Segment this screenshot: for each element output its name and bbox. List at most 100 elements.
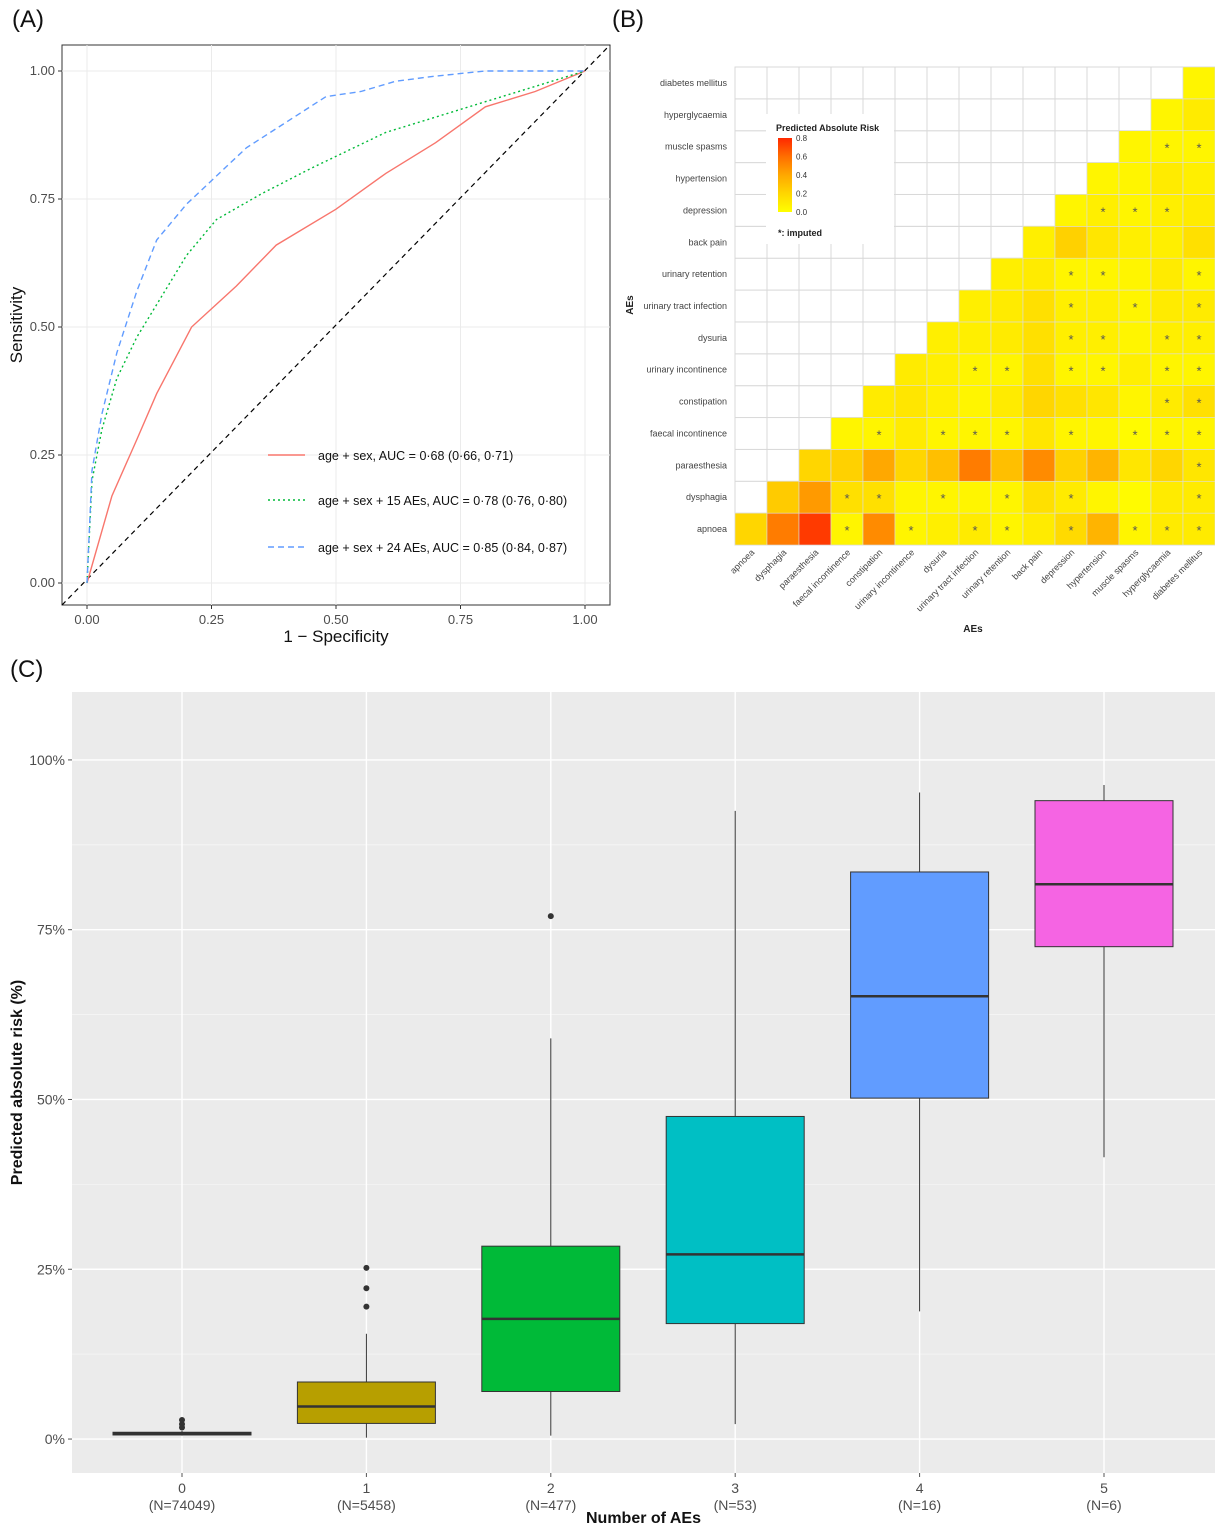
heatmap-y-label: dysuria xyxy=(698,333,727,343)
heatmap-grid-cell xyxy=(734,417,768,450)
box-y-axis-title: Predicted absolute risk (%) xyxy=(9,980,26,1185)
heatmap-cell xyxy=(1182,130,1215,163)
heatmap-legend-tick: 0.2 xyxy=(796,190,808,199)
heatmap-imputed-marker: * xyxy=(1196,459,1201,474)
heatmap-cell xyxy=(1182,98,1215,132)
heatmap-cell xyxy=(830,512,864,546)
heatmap-imputed-marker: * xyxy=(1164,141,1169,156)
box-y-tick-label: 50% xyxy=(37,1091,65,1107)
heatmap-cell xyxy=(1182,162,1215,195)
heatmap-y-label: dysphagia xyxy=(686,492,727,502)
heatmap-grid-cell xyxy=(798,66,832,100)
heatmap-imputed-marker: * xyxy=(1068,491,1073,506)
heatmap-imputed-marker: * xyxy=(844,491,849,506)
heatmap-grid-cell xyxy=(830,321,864,355)
heatmap-cell xyxy=(894,417,928,450)
heatmap-grid-cell xyxy=(734,162,768,195)
box-iqr-rect xyxy=(850,871,990,1099)
heatmap-grid-cell xyxy=(926,162,960,195)
heatmap-y-label: hyperglycaemia xyxy=(664,110,727,120)
heatmap-grid-cell xyxy=(1022,98,1056,132)
heatmap-cell xyxy=(958,321,992,355)
heatmap-y-label: apnoea xyxy=(697,524,727,534)
heatmap-cell xyxy=(1054,417,1088,450)
roc-legend-label-1: age + sex, AUC = 0·68 (0·66, 0·71) xyxy=(318,449,513,463)
heatmap-y-label: urinary tract infection xyxy=(643,301,727,311)
heatmap-grid-cell xyxy=(798,321,832,355)
heatmap-cell xyxy=(1118,162,1152,195)
heatmap-cell xyxy=(1118,512,1152,546)
roc-y-tick-label: 1.00 xyxy=(30,63,55,78)
heatmap-cell xyxy=(1086,194,1120,227)
roc-reference-diagonal xyxy=(61,44,611,606)
heatmap-grid-cell xyxy=(766,448,800,482)
panel-label-a: (A) xyxy=(12,6,44,33)
heatmap-cell xyxy=(734,512,768,546)
heatmap-grid-cell xyxy=(1150,66,1184,100)
heatmap-imputed-marker: * xyxy=(1100,332,1105,347)
box-x-count-label: (N=477) xyxy=(525,1497,576,1513)
heatmap-cell xyxy=(1150,257,1184,291)
heatmap-cell xyxy=(862,512,896,546)
heatmap-cell xyxy=(1022,385,1056,418)
box-x-tick-label: 2 xyxy=(547,1480,555,1496)
heatmap-cell xyxy=(1086,449,1120,482)
heatmap-legend-colorbar xyxy=(778,138,792,212)
heatmap-imputed-marker: * xyxy=(1132,523,1137,538)
heatmap-y-label: depression xyxy=(683,205,727,215)
heatmap-cell xyxy=(798,449,832,482)
roc-x-tick-label: 0.50 xyxy=(323,612,348,627)
heatmap-grid-cell xyxy=(958,66,992,100)
heatmap-cell xyxy=(958,289,992,323)
heatmap-imputed-marker: * xyxy=(1196,364,1201,379)
heatmap-cell xyxy=(1150,480,1184,514)
heatmap-imputed-marker: * xyxy=(1196,332,1201,347)
heatmap-imputed-marker: * xyxy=(940,491,945,506)
heatmap-imputed-marker: * xyxy=(1068,300,1073,315)
heatmap-grid-cell xyxy=(894,130,928,164)
heatmap-y-label: urinary incontinence xyxy=(646,365,727,375)
box-outlier-point xyxy=(363,1285,370,1292)
heatmap-cell xyxy=(1150,289,1184,323)
box-outlier-point xyxy=(547,913,554,920)
heatmap-imputed-marker: * xyxy=(1196,427,1201,442)
roc-y-tick-label: 0.00 xyxy=(30,575,55,590)
roc-legend-label-2: age + sex + 15 AEs, AUC = 0·78 (0·76, 0·… xyxy=(318,494,567,508)
heatmap-grid-cell xyxy=(830,66,864,100)
heatmap-grid-cell xyxy=(926,66,960,100)
heatmap-imputed-marker: * xyxy=(1068,332,1073,347)
heatmap-imputed-marker: * xyxy=(876,491,881,506)
heatmap-cell xyxy=(1182,226,1215,259)
heatmap-imputed-marker: * xyxy=(1164,364,1169,379)
heatmap-x-axis-title: AEs xyxy=(963,624,983,635)
heatmap-imputed-marker: * xyxy=(1164,332,1169,347)
box-y-tick-label: 25% xyxy=(37,1261,65,1277)
box-x-count-label: (N=74049) xyxy=(149,1497,216,1513)
heatmap-grid-cell xyxy=(734,321,768,355)
roc-curve-2 xyxy=(86,70,586,584)
heatmap-grid-cell xyxy=(766,257,800,291)
box-x-tick-label: 0 xyxy=(178,1480,186,1496)
box-x-count-label: (N=5458) xyxy=(337,1497,396,1513)
heatmap-cell xyxy=(1022,512,1056,546)
heatmap-cell xyxy=(926,385,960,418)
heatmap-imputed-marker: * xyxy=(1100,268,1105,283)
heatmap-imputed-marker: * xyxy=(1196,268,1201,283)
heatmap-imputed-marker: * xyxy=(844,523,849,538)
heatmap-grid-cell xyxy=(958,162,992,195)
heatmap-imputed-marker: * xyxy=(1068,427,1073,442)
heatmap-cell xyxy=(1054,194,1088,227)
heatmap-grid-cell xyxy=(1022,130,1056,164)
heatmap-cell xyxy=(1182,66,1215,100)
heatmap-cell xyxy=(990,353,1024,386)
heatmap-cell xyxy=(862,480,896,514)
heatmap-grid-cell xyxy=(734,385,768,419)
heatmap-cell xyxy=(926,449,960,482)
heatmap-cell xyxy=(1054,321,1088,355)
roc-y-tick-label: 0.25 xyxy=(30,447,55,462)
heatmap-cell xyxy=(1118,130,1152,163)
heatmap-cell xyxy=(1150,194,1184,227)
heatmap-imputed-marker: * xyxy=(1196,491,1201,506)
heatmap-imputed-marker: * xyxy=(940,427,945,442)
heatmap-y-label: back pain xyxy=(688,237,727,247)
